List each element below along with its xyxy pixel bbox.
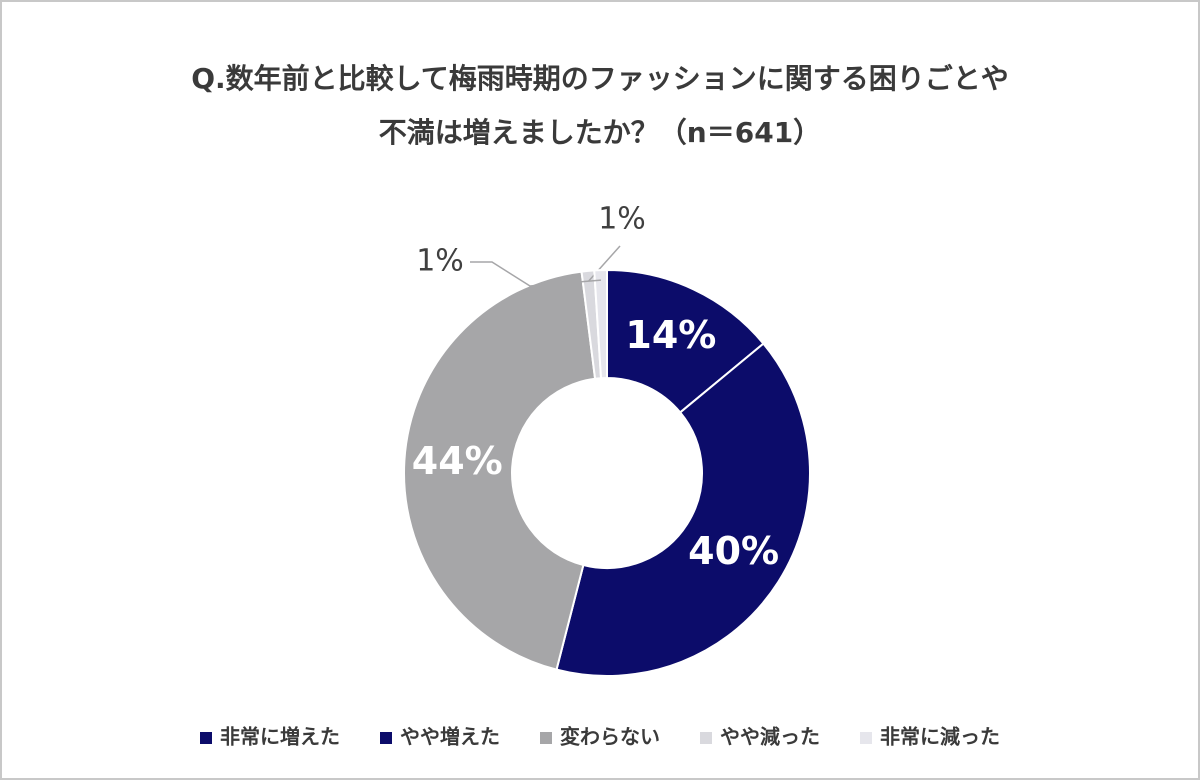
data-label: 14% (625, 313, 716, 357)
data-label: 44% (412, 439, 503, 483)
legend-swatch (200, 732, 212, 744)
legend-swatch (860, 732, 872, 744)
data-label: 1% (598, 202, 646, 237)
legend-swatch (700, 732, 712, 744)
legend-swatch (540, 732, 552, 744)
legend-label: やや減った (720, 725, 820, 749)
leader-line (470, 261, 601, 287)
legend-label: 非常に増えた (220, 725, 340, 749)
slice (606, 268, 765, 414)
legend-swatch (380, 732, 392, 744)
slice (403, 270, 597, 671)
slice (555, 342, 811, 677)
slice (593, 268, 608, 380)
legend-label: やや増えた (400, 725, 500, 749)
data-label: 1% (416, 244, 464, 279)
data-label: 40% (688, 529, 779, 573)
legend-label: 変わらない (560, 725, 660, 749)
chart-title: Q.数年前と比較して梅雨時期のファッションに関する困りごとや (191, 62, 1009, 95)
chart-title: 不満は増えましたか？（n＝641） (379, 116, 821, 149)
legend-label: 非常に減った (880, 725, 1000, 749)
